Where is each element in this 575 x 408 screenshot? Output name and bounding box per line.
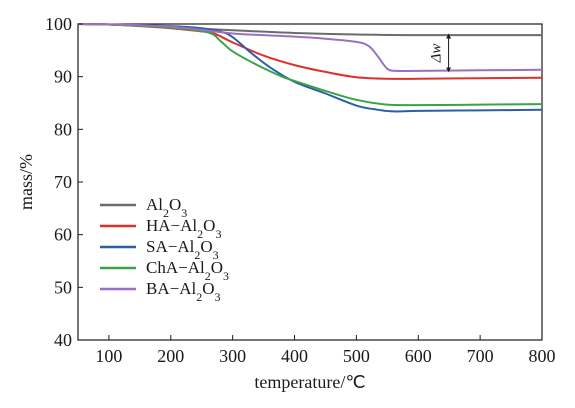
legend-label-0: Al2O3 [146, 195, 187, 220]
series-line-4 [77, 23, 543, 73]
x-tick-label: 600 [405, 346, 432, 366]
y-tick-label: 100 [45, 14, 72, 34]
y-tick-label: 50 [54, 277, 72, 297]
legend-label-1: HA−Al2O3 [146, 216, 221, 241]
legend-label-2: SA−Al2O3 [146, 237, 219, 262]
y-tick-label: 60 [54, 225, 72, 245]
y-tick-label: 70 [54, 172, 72, 192]
series-line-2 [77, 23, 543, 113]
y-tick-label: 90 [54, 67, 72, 87]
y-tick-label: 80 [54, 119, 72, 139]
x-axis-title: temperature/℃ [254, 372, 365, 392]
y-axis-title: mass/% [16, 154, 36, 210]
x-tick-label: 300 [219, 346, 246, 366]
x-tick-label: 800 [529, 346, 556, 366]
x-tick-label: 700 [467, 346, 494, 366]
y-axis-ticks: 40 50 60 70 80 90 100 [45, 14, 83, 350]
x-axis-ticks: 100 200 300 400 500 600 700 800 [95, 335, 556, 366]
series-line-3 [77, 23, 543, 107]
delta-w-label: Δw [429, 44, 445, 64]
annotations: Δw [429, 33, 452, 73]
legend-label-4: BA−Al2O3 [146, 279, 220, 304]
x-tick-label: 400 [281, 346, 308, 366]
x-tick-label: 100 [95, 346, 122, 366]
legend-label-3: ChA−Al2O3 [146, 258, 229, 283]
x-tick-label: 500 [343, 346, 370, 366]
y-tick-label: 40 [54, 330, 72, 350]
series-layer [77, 23, 543, 113]
x-tick-label: 200 [157, 346, 184, 366]
